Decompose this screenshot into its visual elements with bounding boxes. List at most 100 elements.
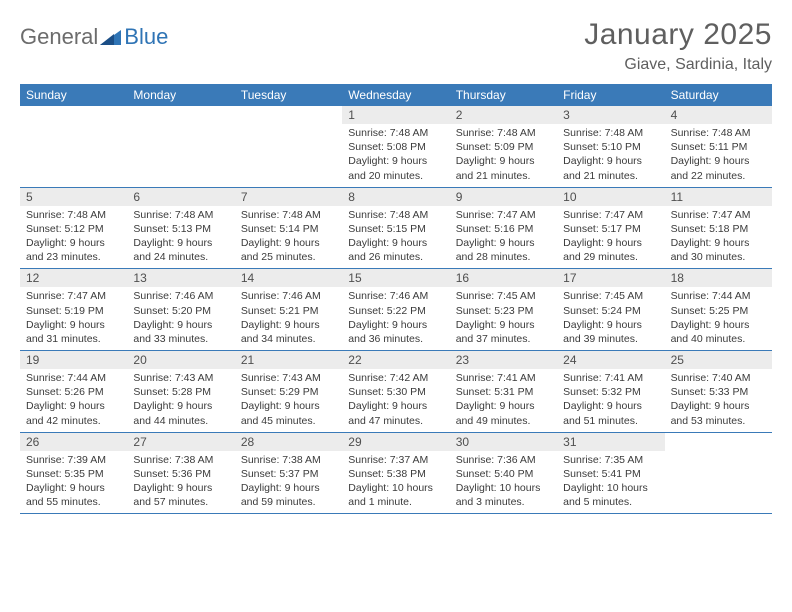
day-number: 7 xyxy=(235,188,342,206)
week-row: 26Sunrise: 7:39 AMSunset: 5:35 PMDayligh… xyxy=(20,433,772,515)
day-number: 21 xyxy=(235,351,342,369)
day-number: 2 xyxy=(450,106,557,124)
day-body: Sunrise: 7:41 AMSunset: 5:31 PMDaylight:… xyxy=(450,369,557,432)
day-body: Sunrise: 7:39 AMSunset: 5:35 PMDaylight:… xyxy=(20,451,127,514)
brand-triangle-icon xyxy=(100,28,122,46)
day-cell: 19Sunrise: 7:44 AMSunset: 5:26 PMDayligh… xyxy=(20,351,127,432)
day-cell: 26Sunrise: 7:39 AMSunset: 5:35 PMDayligh… xyxy=(20,433,127,514)
day-cell: 8Sunrise: 7:48 AMSunset: 5:15 PMDaylight… xyxy=(342,188,449,269)
day-body: Sunrise: 7:45 AMSunset: 5:23 PMDaylight:… xyxy=(450,287,557,350)
day-body: Sunrise: 7:38 AMSunset: 5:37 PMDaylight:… xyxy=(235,451,342,514)
day-body: Sunrise: 7:48 AMSunset: 5:14 PMDaylight:… xyxy=(235,206,342,269)
day-cell: 3Sunrise: 7:48 AMSunset: 5:10 PMDaylight… xyxy=(557,106,664,187)
day-cell: 21Sunrise: 7:43 AMSunset: 5:29 PMDayligh… xyxy=(235,351,342,432)
day-cell: 9Sunrise: 7:47 AMSunset: 5:16 PMDaylight… xyxy=(450,188,557,269)
day-number: 23 xyxy=(450,351,557,369)
day-body: Sunrise: 7:45 AMSunset: 5:24 PMDaylight:… xyxy=(557,287,664,350)
day-cell xyxy=(235,106,342,187)
day-number: 8 xyxy=(342,188,449,206)
day-number: 13 xyxy=(127,269,234,287)
day-cell: 31Sunrise: 7:35 AMSunset: 5:41 PMDayligh… xyxy=(557,433,664,514)
day-body: Sunrise: 7:44 AMSunset: 5:25 PMDaylight:… xyxy=(665,287,772,350)
day-body: Sunrise: 7:35 AMSunset: 5:41 PMDaylight:… xyxy=(557,451,664,514)
day-cell: 2Sunrise: 7:48 AMSunset: 5:09 PMDaylight… xyxy=(450,106,557,187)
day-cell: 27Sunrise: 7:38 AMSunset: 5:36 PMDayligh… xyxy=(127,433,234,514)
day-body: Sunrise: 7:48 AMSunset: 5:10 PMDaylight:… xyxy=(557,124,664,187)
weeks-container: 1Sunrise: 7:48 AMSunset: 5:08 PMDaylight… xyxy=(20,106,772,514)
day-cell: 11Sunrise: 7:47 AMSunset: 5:18 PMDayligh… xyxy=(665,188,772,269)
day-body: Sunrise: 7:42 AMSunset: 5:30 PMDaylight:… xyxy=(342,369,449,432)
day-body: Sunrise: 7:47 AMSunset: 5:17 PMDaylight:… xyxy=(557,206,664,269)
day-body: Sunrise: 7:47 AMSunset: 5:18 PMDaylight:… xyxy=(665,206,772,269)
day-cell: 23Sunrise: 7:41 AMSunset: 5:31 PMDayligh… xyxy=(450,351,557,432)
day-cell: 25Sunrise: 7:40 AMSunset: 5:33 PMDayligh… xyxy=(665,351,772,432)
day-number: 25 xyxy=(665,351,772,369)
day-number: 4 xyxy=(665,106,772,124)
day-body: Sunrise: 7:47 AMSunset: 5:19 PMDaylight:… xyxy=(20,287,127,350)
day-body: Sunrise: 7:48 AMSunset: 5:08 PMDaylight:… xyxy=(342,124,449,187)
calendar-document: General Blue January 2025 Giave, Sardini… xyxy=(0,0,792,524)
day-body: Sunrise: 7:48 AMSunset: 5:09 PMDaylight:… xyxy=(450,124,557,187)
day-number: 16 xyxy=(450,269,557,287)
week-row: 5Sunrise: 7:48 AMSunset: 5:12 PMDaylight… xyxy=(20,188,772,270)
dow-cell: Tuesday xyxy=(235,84,342,106)
day-cell: 15Sunrise: 7:46 AMSunset: 5:22 PMDayligh… xyxy=(342,269,449,350)
dow-cell: Thursday xyxy=(450,84,557,106)
location-text: Giave, Sardinia, Italy xyxy=(584,56,772,74)
day-cell: 10Sunrise: 7:47 AMSunset: 5:17 PMDayligh… xyxy=(557,188,664,269)
day-body: Sunrise: 7:44 AMSunset: 5:26 PMDaylight:… xyxy=(20,369,127,432)
day-number: 17 xyxy=(557,269,664,287)
day-number: 30 xyxy=(450,433,557,451)
day-cell: 28Sunrise: 7:38 AMSunset: 5:37 PMDayligh… xyxy=(235,433,342,514)
day-number: 24 xyxy=(557,351,664,369)
day-cell: 1Sunrise: 7:48 AMSunset: 5:08 PMDaylight… xyxy=(342,106,449,187)
brand-logo: General Blue xyxy=(20,18,168,50)
day-number: 28 xyxy=(235,433,342,451)
week-row: 12Sunrise: 7:47 AMSunset: 5:19 PMDayligh… xyxy=(20,269,772,351)
dow-cell: Wednesday xyxy=(342,84,449,106)
day-number: 27 xyxy=(127,433,234,451)
day-cell: 17Sunrise: 7:45 AMSunset: 5:24 PMDayligh… xyxy=(557,269,664,350)
day-cell: 20Sunrise: 7:43 AMSunset: 5:28 PMDayligh… xyxy=(127,351,234,432)
day-body: Sunrise: 7:48 AMSunset: 5:15 PMDaylight:… xyxy=(342,206,449,269)
day-body: Sunrise: 7:47 AMSunset: 5:16 PMDaylight:… xyxy=(450,206,557,269)
week-row: 1Sunrise: 7:48 AMSunset: 5:08 PMDaylight… xyxy=(20,106,772,188)
day-number: 1 xyxy=(342,106,449,124)
day-number: 18 xyxy=(665,269,772,287)
day-number: 20 xyxy=(127,351,234,369)
day-cell: 18Sunrise: 7:44 AMSunset: 5:25 PMDayligh… xyxy=(665,269,772,350)
dow-cell: Saturday xyxy=(665,84,772,106)
brand-text-general: General xyxy=(20,24,98,50)
day-number: 29 xyxy=(342,433,449,451)
day-cell: 5Sunrise: 7:48 AMSunset: 5:12 PMDaylight… xyxy=(20,188,127,269)
day-cell: 24Sunrise: 7:41 AMSunset: 5:32 PMDayligh… xyxy=(557,351,664,432)
day-body: Sunrise: 7:46 AMSunset: 5:21 PMDaylight:… xyxy=(235,287,342,350)
day-cell: 7Sunrise: 7:48 AMSunset: 5:14 PMDaylight… xyxy=(235,188,342,269)
day-body: Sunrise: 7:48 AMSunset: 5:11 PMDaylight:… xyxy=(665,124,772,187)
week-row: 19Sunrise: 7:44 AMSunset: 5:26 PMDayligh… xyxy=(20,351,772,433)
day-number: 15 xyxy=(342,269,449,287)
day-body: Sunrise: 7:41 AMSunset: 5:32 PMDaylight:… xyxy=(557,369,664,432)
day-body: Sunrise: 7:37 AMSunset: 5:38 PMDaylight:… xyxy=(342,451,449,514)
day-cell: 12Sunrise: 7:47 AMSunset: 5:19 PMDayligh… xyxy=(20,269,127,350)
day-number: 11 xyxy=(665,188,772,206)
day-body: Sunrise: 7:48 AMSunset: 5:12 PMDaylight:… xyxy=(20,206,127,269)
day-cell xyxy=(665,433,772,514)
day-body: Sunrise: 7:38 AMSunset: 5:36 PMDaylight:… xyxy=(127,451,234,514)
day-cell: 16Sunrise: 7:45 AMSunset: 5:23 PMDayligh… xyxy=(450,269,557,350)
day-body: Sunrise: 7:43 AMSunset: 5:28 PMDaylight:… xyxy=(127,369,234,432)
dow-cell: Friday xyxy=(557,84,664,106)
day-number: 19 xyxy=(20,351,127,369)
day-body: Sunrise: 7:43 AMSunset: 5:29 PMDaylight:… xyxy=(235,369,342,432)
calendar-grid: SundayMondayTuesdayWednesdayThursdayFrid… xyxy=(20,84,772,514)
day-body: Sunrise: 7:40 AMSunset: 5:33 PMDaylight:… xyxy=(665,369,772,432)
day-number: 12 xyxy=(20,269,127,287)
day-body: Sunrise: 7:36 AMSunset: 5:40 PMDaylight:… xyxy=(450,451,557,514)
day-cell: 30Sunrise: 7:36 AMSunset: 5:40 PMDayligh… xyxy=(450,433,557,514)
day-number: 6 xyxy=(127,188,234,206)
day-cell: 6Sunrise: 7:48 AMSunset: 5:13 PMDaylight… xyxy=(127,188,234,269)
day-cell: 29Sunrise: 7:37 AMSunset: 5:38 PMDayligh… xyxy=(342,433,449,514)
month-title: January 2025 xyxy=(584,18,772,52)
day-body: Sunrise: 7:48 AMSunset: 5:13 PMDaylight:… xyxy=(127,206,234,269)
day-number: 10 xyxy=(557,188,664,206)
